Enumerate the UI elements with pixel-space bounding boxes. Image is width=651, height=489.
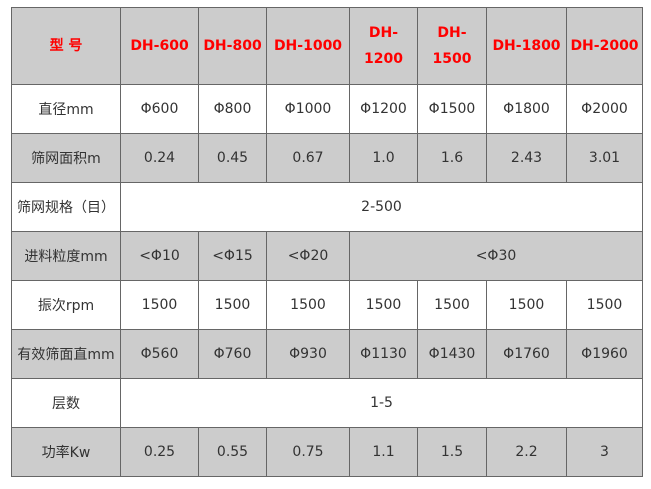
table-cell: Φ1130	[349, 329, 418, 379]
table-cell: Φ1000	[266, 84, 350, 134]
table-cell: <Φ20	[266, 231, 350, 281]
table-cell: 1500	[120, 280, 199, 330]
table-cell: 3.01	[566, 133, 643, 183]
table-row: 有效筛面直mm Φ560 Φ760 Φ930 Φ1130 Φ1430 Φ1760 Φ1960	[11, 329, 643, 379]
model-name: DH-1000	[266, 7, 350, 85]
row-label: 筛网规格（目）	[11, 182, 121, 232]
table-cell: 1.6	[417, 133, 487, 183]
header-row: 型 号 DH-600 DH-800 DH-1000 DH-1200 DH-1500 DH-1…	[11, 7, 643, 85]
table-cell: 3	[566, 427, 643, 477]
table-cell: 0.45	[198, 133, 267, 183]
table-cell: Φ1500	[417, 84, 487, 134]
table-cell: 1500	[266, 280, 350, 330]
table-cell: 1.0	[349, 133, 418, 183]
table-cell: Φ1760	[486, 329, 567, 379]
table-cell: Φ1800	[486, 84, 567, 134]
table-row: 层数 1-5	[11, 378, 643, 428]
model-name: DH-800	[198, 7, 267, 85]
table-row: 功率Kw 0.25 0.55 0.75 1.1 1.5 2.2 3	[11, 427, 643, 477]
row-label: 进料粒度mm	[11, 231, 121, 281]
table-row: 进料粒度mm <Φ10 <Φ15 <Φ20 <Φ30	[11, 231, 643, 281]
model-name: DH-600	[120, 7, 199, 85]
row-label: 有效筛面直mm	[11, 329, 121, 379]
table-cell: 1500	[349, 280, 418, 330]
row-label: 振次rpm	[11, 280, 121, 330]
table-cell: 1500	[198, 280, 267, 330]
spec-table: 型 号 DH-600 DH-800 DH-1000 DH-1200 DH-1500 DH-1…	[11, 7, 643, 477]
table-row: 振次rpm 1500 1500 1500 1500 1500 1500 1500	[11, 280, 643, 330]
table-cell: Φ2000	[566, 84, 643, 134]
table-cell: <Φ10	[120, 231, 199, 281]
table-cell: 2.2	[486, 427, 567, 477]
table-cell: 0.75	[266, 427, 350, 477]
merged-cell: <Φ30	[349, 231, 643, 281]
table-cell: 1.1	[349, 427, 418, 477]
table-row: 筛网规格（目） 2-500	[11, 182, 643, 232]
row-label: 功率Kw	[11, 427, 121, 477]
merged-cell: 1-5	[120, 378, 643, 428]
row-label: 层数	[11, 378, 121, 428]
model-name: DH-1800	[486, 7, 567, 85]
model-header: 型 号	[11, 7, 121, 85]
table-cell: Φ600	[120, 84, 199, 134]
merged-cell: 2-500	[120, 182, 643, 232]
table-cell: Φ1200	[349, 84, 418, 134]
table-row: 筛网面积m 0.24 0.45 0.67 1.0 1.6 2.43 3.01	[11, 133, 643, 183]
table-cell: Φ1960	[566, 329, 643, 379]
table-row: 直径mm Φ600 Φ800 Φ1000 Φ1200 Φ1500 Φ1800 Φ2000	[11, 84, 643, 134]
table-cell: Φ800	[198, 84, 267, 134]
table-cell: Φ930	[266, 329, 350, 379]
model-name: DH-1200	[349, 7, 418, 85]
table-cell: <Φ15	[198, 231, 267, 281]
table-cell: 0.25	[120, 427, 199, 477]
model-name: DH-2000	[566, 7, 643, 85]
table-cell: 0.24	[120, 133, 199, 183]
table-cell: Φ560	[120, 329, 199, 379]
table-cell: Φ760	[198, 329, 267, 379]
model-name: DH-1500	[417, 7, 487, 85]
table-cell: 2.43	[486, 133, 567, 183]
row-label: 直径mm	[11, 84, 121, 134]
table-cell: 1500	[566, 280, 643, 330]
table-cell: 1500	[486, 280, 567, 330]
table-cell: 0.55	[198, 427, 267, 477]
table-cell: Φ1430	[417, 329, 487, 379]
table-cell: 1500	[417, 280, 487, 330]
row-label: 筛网面积m	[11, 133, 121, 183]
table-cell: 1.5	[417, 427, 487, 477]
table-cell: 0.67	[266, 133, 350, 183]
